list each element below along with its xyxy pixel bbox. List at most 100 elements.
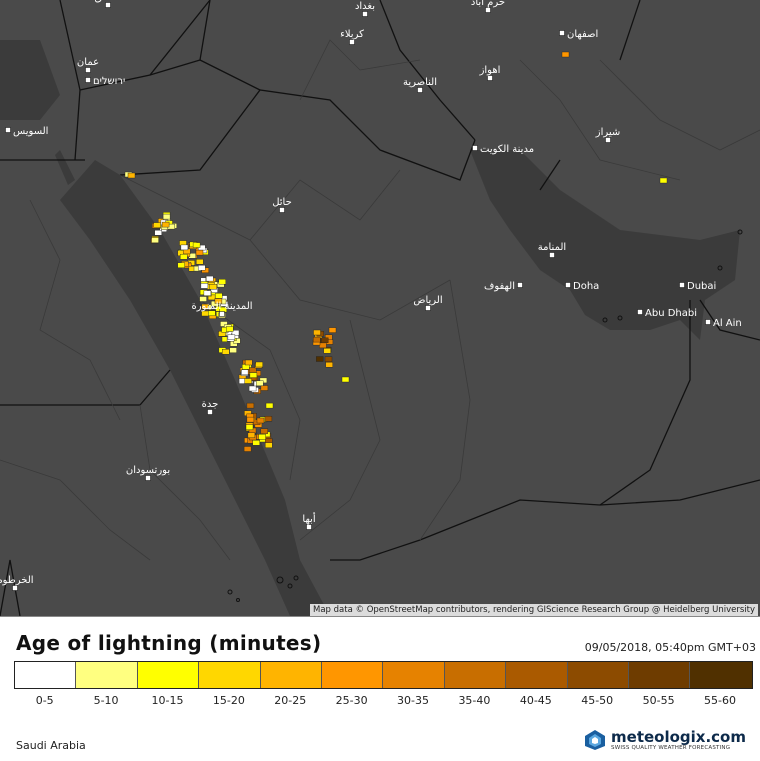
city-label: حائل — [272, 197, 292, 208]
city-label: Abu Dhabi — [645, 308, 697, 319]
city-marker — [487, 75, 493, 81]
city-marker — [105, 2, 111, 8]
lightning-strike-mark — [227, 334, 236, 340]
legend-swatch-label: 40-45 — [519, 694, 552, 707]
brand-logo-block[interactable]: meteologix.com SWISS QUALITY WEATHER FOR… — [584, 729, 746, 751]
lightning-strike-mark — [260, 385, 269, 391]
city-label: المدينة المنورة — [191, 301, 252, 312]
legend-swatch-label: 45-50 — [581, 694, 614, 707]
legend-swatch — [690, 662, 752, 688]
city-marker — [637, 309, 643, 315]
lightning-strike-mark — [561, 51, 570, 58]
city-marker — [279, 207, 285, 213]
mediterranean — [0, 40, 60, 120]
lightning-strike-mark — [244, 378, 252, 384]
map-canvas: دمشق بغداد خرم آباد كربلاء اصفهان عمان ירושלים… — [0, 0, 760, 616]
lightning-strike-mark — [265, 442, 273, 448]
lightning-strike-mark — [215, 293, 223, 299]
lightning-strike-mark — [264, 416, 273, 422]
city-marker — [207, 409, 213, 415]
persian-gulf — [470, 150, 740, 340]
city-label: Dubai — [687, 281, 716, 292]
lightning-strike-mark — [243, 446, 252, 452]
lightning-strike-mark — [321, 337, 329, 343]
lightning-strike-mark — [192, 242, 201, 248]
lightning-strike-mark — [127, 172, 136, 179]
city-marker — [517, 282, 523, 288]
city-label: الرياض — [413, 295, 442, 306]
legend-swatch — [444, 662, 507, 688]
legend-swatch-label: 50-55 — [642, 694, 675, 707]
lightning-strike-mark — [255, 361, 263, 368]
lightning-strike-mark — [246, 416, 255, 423]
lightning-strike-mark — [252, 440, 260, 446]
brand-name: meteologix.com — [611, 727, 746, 746]
lightning-strike-mark — [244, 359, 253, 366]
lightning-strike-mark — [324, 356, 333, 362]
city-marker — [349, 39, 355, 45]
city-label: خرم آباد — [471, 0, 505, 8]
legend-swatch-label: 15-20 — [212, 694, 245, 707]
legend-swatch-label: 25-30 — [335, 694, 368, 707]
city-marker — [549, 252, 555, 258]
country-borders — [0, 0, 760, 616]
city-marker — [559, 30, 565, 36]
lightning-strike-mark — [231, 330, 240, 336]
legend-swatch — [383, 662, 445, 688]
map-attribution: Map data © OpenStreetMap contributors, r… — [310, 604, 758, 616]
lightning-strike-mark — [241, 369, 249, 375]
city-marker — [306, 524, 312, 530]
lightning-strike-mark — [258, 434, 266, 440]
city-label: اهواز — [479, 65, 501, 76]
city-label: كربلاء — [340, 29, 364, 40]
lightning-strike-mark — [161, 221, 170, 228]
brand-tagline: SWISS QUALITY WEATHER FORECASTING — [611, 744, 731, 751]
lightning-strike-mark — [316, 356, 324, 362]
legend-panel: Age of lightning (minutes) 09/05/2018, 0… — [0, 616, 760, 761]
lightning-strike-mark — [247, 432, 256, 438]
legend-swatch — [199, 662, 261, 688]
lightning-strike-mark — [313, 336, 321, 343]
lightning-strike-mark — [659, 177, 668, 184]
lightning-strike-mark — [313, 329, 321, 336]
lightning-strike-mark — [203, 290, 212, 296]
lightning-strike-mark — [245, 424, 254, 430]
lightning-strike-mark — [154, 229, 162, 236]
legend-title: Age of lightning (minutes) — [16, 631, 322, 655]
city-marker — [219, 311, 225, 317]
legend-swatch-label: 20-25 — [274, 694, 307, 707]
city-marker — [605, 137, 611, 143]
lightning-strike-mark — [248, 385, 257, 392]
lightning-strike-mark — [256, 417, 265, 424]
city-marker — [85, 77, 91, 83]
city-label: Doha — [573, 281, 599, 292]
lightning-strike-mark — [265, 402, 274, 409]
lightning-strike-mark — [200, 283, 209, 289]
lightning-strike-mark — [319, 342, 327, 349]
legend-swatch — [506, 662, 568, 688]
city-marker — [472, 145, 478, 151]
city-label: الهفوف — [484, 281, 515, 292]
lightning-strike-mark — [214, 298, 223, 304]
lightning-strike-mark — [180, 244, 189, 251]
lightning-strike-mark — [207, 310, 216, 316]
city-label: شيراز — [595, 127, 621, 138]
city-marker — [425, 305, 431, 311]
lightning-strike-mark — [229, 347, 237, 353]
lightning-strike-mark — [218, 279, 227, 285]
city-markers: دمشق بغداد خرم آباد كربلاء اصفهان عمان ירושלים… — [0, 0, 742, 591]
legend-swatch-label: 35-40 — [458, 694, 491, 707]
lightning-strike-mark — [199, 296, 207, 302]
city-label: بغداد — [355, 1, 375, 12]
meteologix-logo-icon — [585, 730, 606, 750]
lightning-strike-mark — [341, 376, 350, 383]
lightning-strike-mark — [256, 380, 264, 386]
lightning-strike-mark — [325, 334, 333, 340]
region-label: Saudi Arabia — [16, 739, 86, 752]
lightning-strike-mark — [195, 249, 204, 256]
city-label: جدة — [202, 399, 219, 410]
lightning-strike-mark — [198, 265, 206, 271]
city-label: المنامة — [538, 242, 566, 253]
lightning-map: دمشق بغداد خرم آباد كربلاء اصفهان عمان ירושלים… — [0, 0, 760, 616]
legend-swatch — [76, 662, 138, 688]
